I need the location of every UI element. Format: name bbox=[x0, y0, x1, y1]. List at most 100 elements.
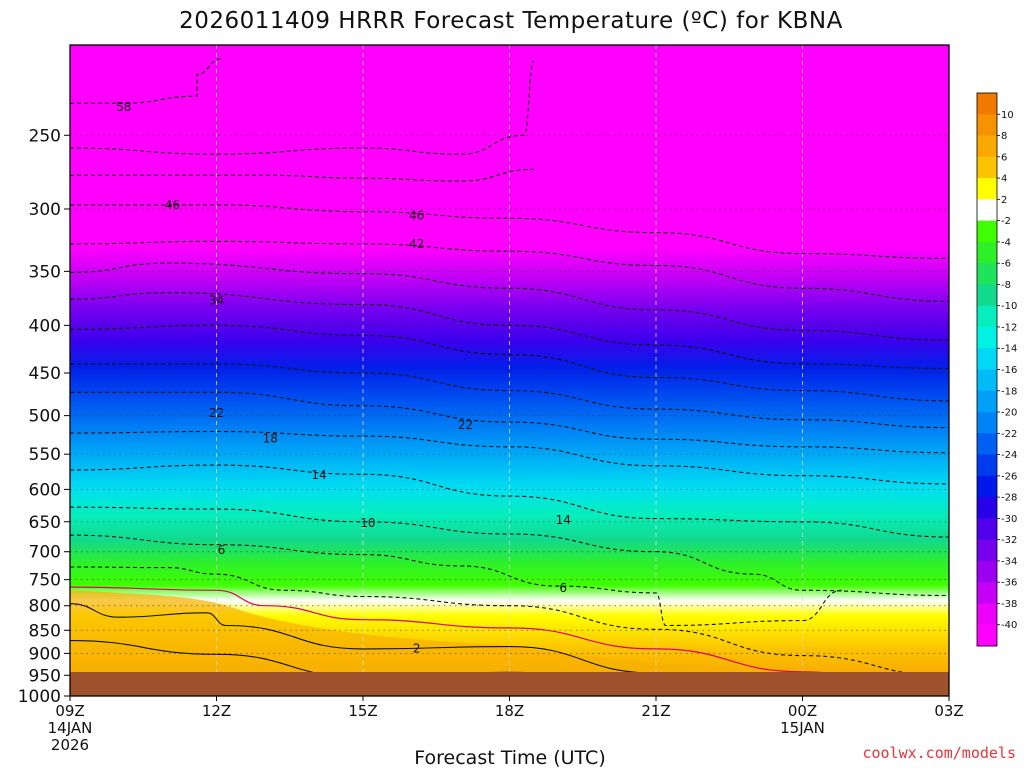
colorbar-tick-label-11: -14 bbox=[1001, 344, 1017, 355]
colorbar-swatch-12 bbox=[977, 348, 997, 370]
isotherm-line-14 bbox=[70, 566, 949, 677]
colorbar-tick-label-13: -18 bbox=[1001, 386, 1017, 397]
upper-magenta-zone bbox=[70, 45, 949, 250]
x-tick-label-6-0: 03Z bbox=[934, 702, 963, 720]
isotherm-line-4 bbox=[70, 240, 949, 302]
y-tick-label-650: 650 bbox=[29, 513, 61, 533]
colorbar-tick-label-3: 4 bbox=[1001, 174, 1007, 185]
colorbar-swatch-19 bbox=[977, 497, 997, 519]
surface-warm-zone bbox=[70, 590, 949, 696]
colorbar: 10 8 6 4 2 -2 -4 -6 -8 -10 -12 -14 -16 -18 -20 -22 -24 -2… bbox=[976, 92, 1017, 647]
colorbar-swatch-11 bbox=[977, 326, 997, 349]
isotherm-line-9 bbox=[70, 391, 949, 454]
x-tick-label-3-0: 18Z bbox=[495, 702, 524, 720]
colorbar-swatch-9 bbox=[977, 284, 997, 307]
colorbar-swatch-25 bbox=[977, 624, 997, 647]
colorbar-tick-label-8: -8 bbox=[1001, 280, 1011, 291]
x-tick-label-5-0: 00Z bbox=[788, 702, 817, 720]
colorbar-swatch-23 bbox=[977, 582, 997, 604]
contour-label-1: 46 bbox=[165, 198, 180, 212]
isotherm-line-13 bbox=[70, 534, 842, 627]
colorbar-tick-label-1: 8 bbox=[1001, 131, 1007, 142]
isotherm-line-1 bbox=[70, 60, 535, 155]
colorbar-swatch-21 bbox=[977, 539, 997, 562]
y-tick-label-950: 950 bbox=[29, 666, 61, 686]
isotherm-line-5 bbox=[70, 262, 949, 341]
x-tick-label-5-1: 15JAN bbox=[780, 719, 825, 737]
isotherm-line-3 bbox=[70, 204, 949, 259]
y-tick-label-550: 550 bbox=[29, 445, 61, 465]
chart-title: 2026011409 HRRR Forecast Temperature (ºC… bbox=[179, 8, 843, 34]
x-tick-label-0-0: 09Z bbox=[55, 702, 84, 720]
colorbar-tick-label-0: 10 bbox=[1001, 110, 1014, 121]
credit-text: coolwx.com/models bbox=[862, 744, 1016, 762]
x-tick-label-0-1: 14JAN bbox=[48, 719, 93, 737]
colorbar-swatch-18 bbox=[977, 475, 997, 498]
colorbar-swatch-2 bbox=[977, 135, 997, 158]
colorbar-tick-label-2: 6 bbox=[1001, 152, 1007, 163]
isotherm-line-2 bbox=[70, 168, 534, 182]
isotherm-line-12 bbox=[70, 506, 949, 597]
colorbar-swatch-10 bbox=[977, 305, 997, 328]
y-tick-label-800: 800 bbox=[29, 597, 61, 617]
colorbar-swatch-22 bbox=[977, 560, 997, 583]
contour-label-12: 6 bbox=[559, 581, 567, 595]
colorbar-tick-label-4: 2 bbox=[1001, 195, 1007, 206]
contour-labels: 58 46 46 42 34 22 22 18 14 14 10 6 6 2 bbox=[116, 100, 571, 656]
y-tick-label-300: 300 bbox=[29, 200, 61, 220]
x-tick-label-4-0: 21Z bbox=[641, 702, 670, 720]
colorbar-tick-label-24: -40 bbox=[1001, 620, 1017, 631]
contour-label-2: 46 bbox=[409, 209, 424, 223]
contour-label-9: 14 bbox=[556, 513, 571, 527]
colorbar-tick-label-15: -22 bbox=[1001, 429, 1017, 440]
isotherm-line-6 bbox=[70, 292, 949, 370]
colorbar-tick-label-6: -4 bbox=[1001, 237, 1011, 248]
colorbar-swatch-4 bbox=[977, 178, 997, 200]
isotherm-line-0 bbox=[70, 58, 222, 104]
colorbar-swatch-7 bbox=[977, 241, 997, 264]
y-tick-label-500: 500 bbox=[29, 407, 61, 427]
colorbar-tick-label-5: -2 bbox=[1001, 216, 1011, 227]
contour-label-3: 42 bbox=[409, 237, 424, 251]
colorbar-swatch-3 bbox=[977, 156, 997, 179]
y-tick-label-1000: 1000 bbox=[18, 687, 61, 707]
colorbar-swatch-5 bbox=[977, 199, 997, 222]
colorbar-swatch-6 bbox=[977, 220, 997, 243]
y-tick-label-900: 900 bbox=[29, 644, 61, 664]
contour-label-10: 10 bbox=[360, 516, 375, 530]
x-tick-label-0-2: 2026 bbox=[51, 736, 89, 754]
y-tick-label-600: 600 bbox=[29, 480, 61, 500]
y-axis: 250 300 350 400 450 500 550 600 650 700 750 800 850 9… bbox=[18, 126, 70, 707]
colorbar-swatch-24 bbox=[977, 603, 997, 626]
colorbar-tick-label-16: -24 bbox=[1001, 450, 1017, 461]
colorbar-tick-label-9: -10 bbox=[1001, 301, 1017, 312]
ground-terrain bbox=[70, 672, 949, 696]
colorbar-tick-label-14: -20 bbox=[1001, 408, 1017, 419]
colorbar-swatch-0 bbox=[977, 93, 997, 115]
contour-label-6: 22 bbox=[458, 418, 473, 432]
contour-label-4: 34 bbox=[209, 293, 224, 307]
colorbar-swatch-17 bbox=[977, 454, 997, 477]
isotherm-line-10 bbox=[70, 430, 949, 485]
colorbar-swatch-16 bbox=[977, 433, 997, 455]
colorbar-swatch-20 bbox=[977, 518, 997, 541]
colorbar-tick-label-12: -16 bbox=[1001, 365, 1017, 376]
colorbar-tick-label-21: -34 bbox=[1001, 556, 1017, 567]
colorbar-tick-label-19: -30 bbox=[1001, 514, 1017, 525]
y-tick-label-850: 850 bbox=[29, 621, 61, 641]
y-tick-label-450: 450 bbox=[29, 364, 61, 384]
contour-label-0: 58 bbox=[116, 100, 131, 114]
colorbar-swatch-1 bbox=[977, 114, 997, 136]
y-tick-label-400: 400 bbox=[29, 316, 61, 336]
y-tick-label-250: 250 bbox=[29, 126, 61, 146]
y-tick-label-700: 700 bbox=[29, 543, 61, 563]
isotherm-line-8 bbox=[70, 363, 949, 429]
contour-label-8: 14 bbox=[311, 468, 326, 482]
colorbar-tick-label-17: -26 bbox=[1001, 471, 1017, 482]
colorbar-tick-label-10: -12 bbox=[1001, 322, 1017, 333]
y-tick-label-350: 350 bbox=[29, 262, 61, 282]
colorbar-tick-label-7: -6 bbox=[1001, 259, 1011, 270]
colorbar-tick-label-23: -38 bbox=[1001, 599, 1017, 610]
colorbar-swatch-15 bbox=[977, 412, 997, 434]
